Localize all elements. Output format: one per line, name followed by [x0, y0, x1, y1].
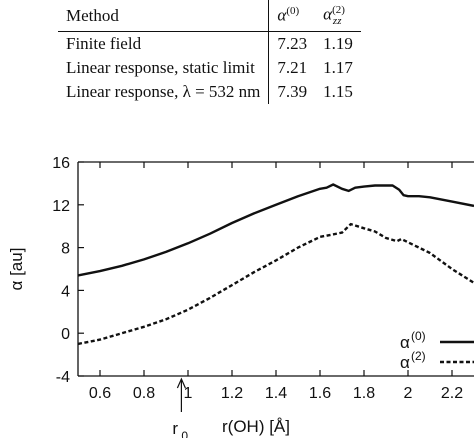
x-tick-label: 0.8 [133, 385, 155, 402]
r0-annotation-sub: 0 [181, 429, 188, 438]
cell-method: Finite field [66, 34, 142, 54]
y-tick-label: 0 [61, 326, 70, 343]
legend-label: α [400, 353, 410, 372]
cell-alpha2: 1.17 [323, 58, 353, 78]
y-tick-label: 4 [61, 283, 70, 300]
cell-alpha0: 7.23 [268, 31, 316, 57]
x-tick-label: 1 [184, 385, 193, 402]
r0-annotation: r [172, 419, 178, 438]
y-tick-label: -4 [56, 369, 70, 386]
cell-alpha0: 7.21 [268, 56, 316, 81]
header-alpha0: α(0) [268, 0, 316, 32]
table-row: Linear response, λ = 532 nm 7.39 1.15 [58, 80, 361, 105]
y-tick-label: 8 [61, 241, 70, 258]
series-line-1 [77, 222, 474, 346]
legend-label-sup: (2) [411, 349, 426, 363]
legend-label-sup: (0) [411, 329, 426, 343]
x-tick-label: 1.8 [353, 385, 375, 402]
cell-method: Linear response, λ = 532 nm [66, 82, 261, 102]
y-tick-label: 16 [52, 155, 70, 172]
series-line-0 [77, 183, 474, 277]
results-table: Method α(0) α(2)zz Finite field 7.23 1.1… [58, 0, 361, 105]
x-tick-label: 2.2 [441, 385, 463, 402]
table-row: Linear response, static limit 7.21 1.17 [58, 56, 361, 81]
x-axis-label: r(OH) [Å] [222, 417, 290, 436]
polarizability-chart: 16 12 8 4 0 -4 0.6 0.8 1 1.2 1.4 1.6 1.8 2 2.2 r(OH) [Å… [7, 155, 474, 438]
y-tick-label: 12 [52, 198, 70, 215]
x-tick-label: 1.2 [221, 385, 243, 402]
cell-alpha0: 7.39 [268, 80, 316, 105]
header-method: Method [66, 5, 119, 25]
cell-alpha2: 1.15 [323, 82, 353, 102]
header-alpha2: α(2)zz [323, 4, 345, 28]
x-tick-label: 1.6 [309, 385, 331, 402]
cell-method: Linear response, static limit [66, 58, 255, 78]
table-header-row: Method α(0) α(2)zz [58, 0, 361, 32]
cell-alpha2: 1.19 [323, 34, 353, 54]
r0-arrow-head [176, 377, 186, 389]
table-row: Finite field 7.23 1.19 [58, 31, 361, 57]
x-tick-label: 0.6 [89, 385, 111, 402]
y-axis-label: α [au] [7, 248, 26, 291]
legend-label: α [400, 333, 410, 352]
x-tick-label: 1.4 [265, 385, 287, 402]
x-tick-label: 2 [404, 385, 413, 402]
